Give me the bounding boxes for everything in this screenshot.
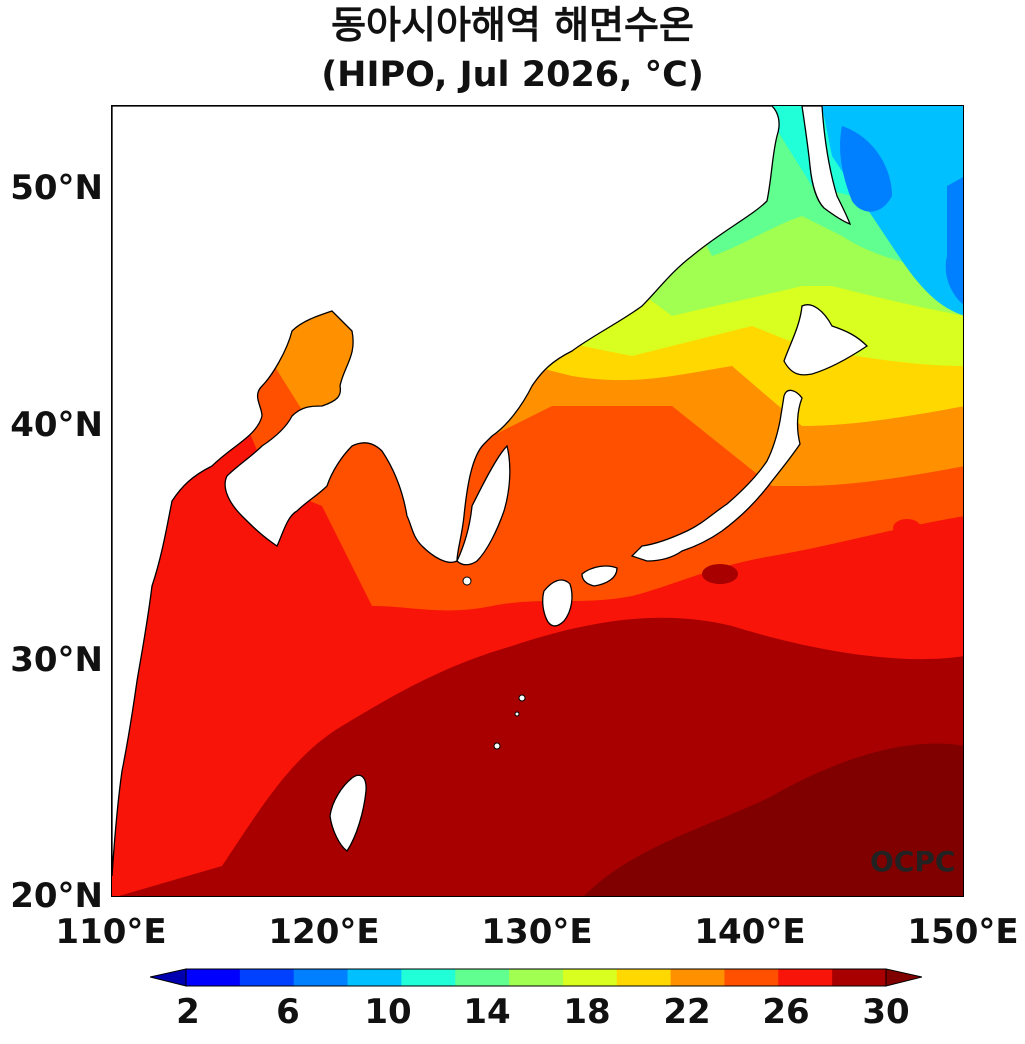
- land-ryukyu-1: [518, 694, 526, 702]
- lat-tick-50: 50°N: [10, 168, 103, 208]
- colorbar-segment: [186, 969, 241, 986]
- colorbar: [150, 968, 922, 987]
- land-ryukyu-3: [514, 711, 520, 717]
- colorbar-label-6: 6: [276, 992, 300, 1032]
- colorbar-segment: [347, 969, 402, 986]
- chart-title: 동아시아해역 해면수온: [331, 3, 694, 47]
- colorbar-label-30: 30: [862, 992, 910, 1032]
- lon-tick-130: 130°E: [481, 912, 593, 952]
- colorbar-segment: [455, 969, 510, 986]
- colorbar-label-14: 14: [463, 992, 511, 1032]
- colorbar-segment: [401, 969, 456, 986]
- colorbar-segment: [724, 969, 779, 986]
- land-japan-kyushu: [542, 579, 573, 627]
- colorbar-segment: [670, 969, 725, 986]
- colorbar-segment: [778, 969, 833, 986]
- sst-band-8-10-east: [945, 177, 963, 305]
- sst-map: [111, 105, 964, 897]
- sst-eddy-1: [893, 519, 921, 537]
- land-sakhalin: [801, 106, 852, 226]
- sst-eddy-2: [702, 564, 738, 584]
- colorbar-segment: [509, 969, 564, 986]
- lat-tick-30: 30°N: [10, 640, 103, 680]
- colorbar-label-10: 10: [364, 992, 412, 1032]
- colorbar-label-22: 22: [663, 992, 711, 1032]
- colorbar-segment: [562, 969, 618, 986]
- land-japan-hokkaido: [783, 304, 869, 376]
- colorbar-segment: [616, 969, 672, 986]
- colorbar-frame: [185, 968, 887, 987]
- land-korea-peninsula: [456, 444, 511, 566]
- land-asia: [112, 106, 780, 877]
- lon-tick-110: 110°E: [55, 912, 167, 952]
- land-japan-honshu: [630, 389, 803, 562]
- lat-tick-20: 20°N: [10, 876, 103, 916]
- sst-band-8-10: [840, 126, 892, 212]
- land-taiwan: [329, 774, 367, 852]
- land-jeju: [462, 576, 472, 586]
- land-ryukyu-2: [493, 742, 501, 750]
- colorbar-segment: [832, 969, 887, 986]
- lon-tick-140: 140°E: [694, 912, 806, 952]
- colorbar-extend-low: [150, 968, 187, 987]
- colorbar-label-26: 26: [762, 992, 810, 1032]
- colorbar-label-2: 2: [176, 992, 200, 1032]
- colorbar-segment: [239, 969, 295, 986]
- colorbar-segment: [293, 969, 349, 986]
- colorbar-extend-high: [885, 968, 922, 987]
- lon-tick-150: 150°E: [907, 912, 1019, 952]
- lon-tick-120: 120°E: [268, 912, 380, 952]
- lat-tick-40: 40°N: [10, 405, 103, 445]
- colorbar-label-18: 18: [563, 992, 611, 1032]
- credit-label: OCPC: [870, 845, 956, 878]
- chart-subtitle: (HIPO, Jul 2026, °C): [321, 55, 704, 95]
- land-japan-shikoku: [581, 565, 618, 587]
